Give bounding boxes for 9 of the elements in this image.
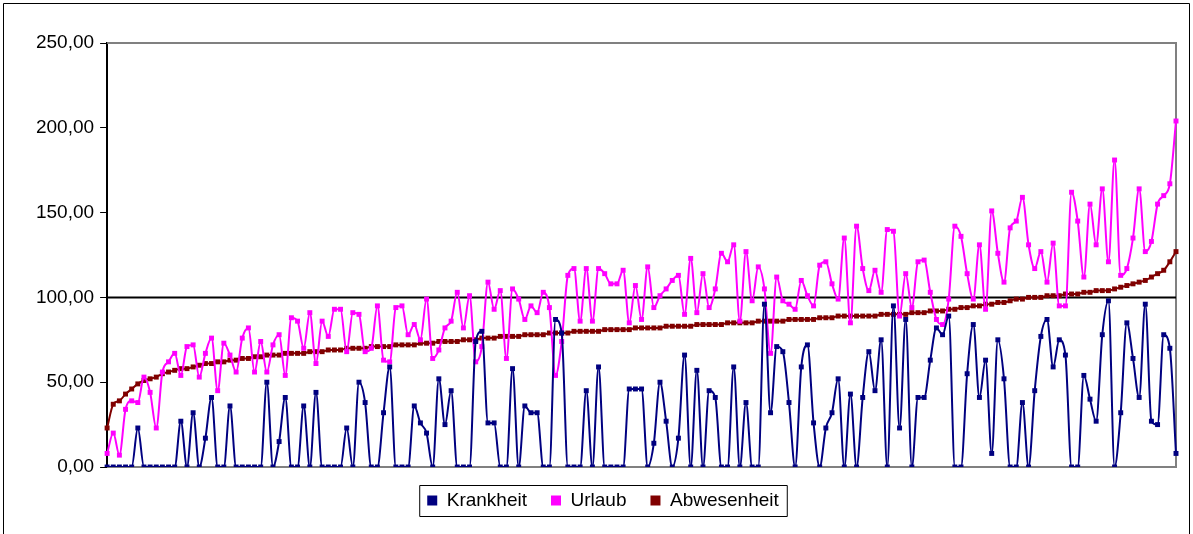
- y-tick-label: 200,00: [35, 116, 95, 138]
- y-tick-label: 0,00: [57, 455, 95, 477]
- y-tick-label: 50,00: [46, 370, 95, 392]
- legend-label: Abwesenheit: [669, 488, 780, 510]
- legend-label: Krankheit: [446, 488, 528, 510]
- legend-label: Urlaub: [570, 488, 627, 510]
- y-tick-label: 100,00: [35, 285, 95, 307]
- y-tick-label: 250,00: [35, 31, 95, 53]
- y-tick-label: 150,00: [35, 200, 95, 222]
